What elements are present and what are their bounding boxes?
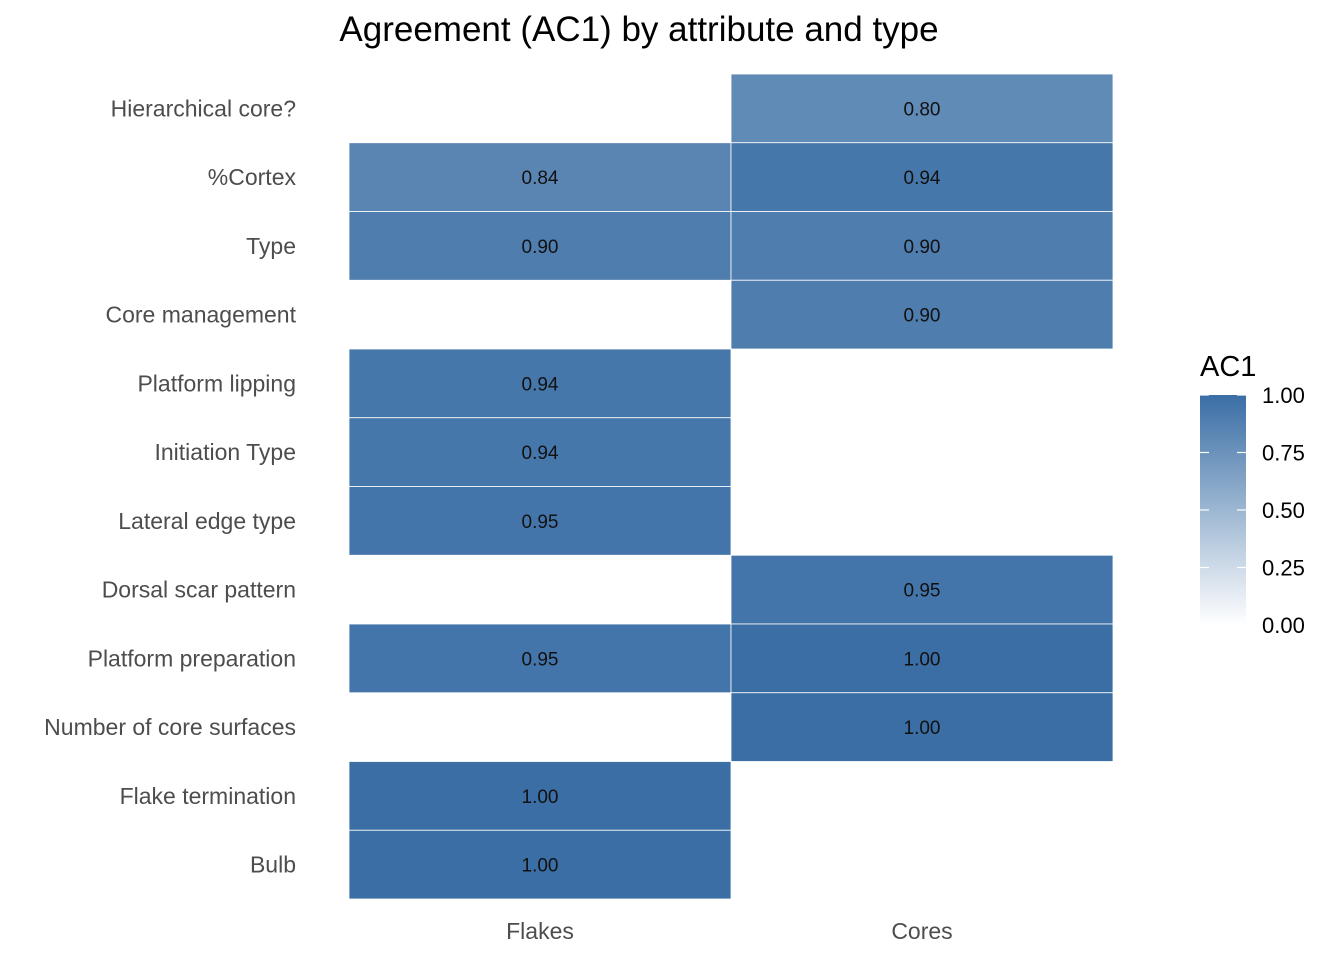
row-label: Flake termination	[120, 783, 296, 809]
legend: AC1 0.00 0.25 0.50 0.75 1.00	[1200, 351, 1305, 638]
row-label: Bulb	[250, 852, 296, 878]
row-label: Initiation Type	[154, 439, 296, 465]
cell-value-label: 0.94	[522, 374, 559, 395]
cell-value-label: 0.94	[522, 443, 559, 464]
heatmap-cell	[730, 623, 1114, 694]
heatmap-cell	[348, 486, 732, 556]
legend-tick-label: 0.75	[1262, 441, 1305, 466]
cell-value-label: 1.00	[522, 856, 559, 877]
heatmap-cell	[348, 417, 732, 487]
heatmap-cell	[730, 279, 1114, 350]
column-labels: Flakes Cores	[506, 918, 953, 944]
cell-value-label: 0.95	[904, 581, 941, 602]
row-label: Dorsal scar pattern	[102, 577, 296, 603]
legend-tick-label: 0.00	[1262, 613, 1305, 638]
heatmap-cell	[348, 623, 732, 694]
heatmap-cell	[348, 348, 732, 419]
cell-value-label: 0.80	[904, 99, 941, 120]
heatmap-cell	[730, 554, 1114, 625]
legend-title: AC1	[1200, 351, 1256, 383]
heatmap-cell	[348, 142, 732, 212]
row-label: Platform lipping	[137, 370, 296, 396]
row-label: Type	[246, 233, 296, 259]
cell-value-label: 0.90	[522, 237, 559, 258]
row-label: Number of core surfaces	[44, 714, 296, 740]
cell-value-label: 1.00	[522, 787, 559, 808]
column-label: Flakes	[506, 918, 574, 944]
cell-value-label: 0.95	[522, 512, 559, 533]
row-label: Platform preparation	[88, 645, 296, 671]
legend-tick-label: 0.50	[1262, 498, 1305, 523]
row-label: Core management	[106, 302, 297, 328]
row-label: %Cortex	[208, 164, 297, 190]
chart-title: Agreement (AC1) by attribute and type	[339, 10, 939, 49]
cell-value-label: 0.84	[522, 168, 559, 189]
heatmap-cell	[730, 73, 1114, 144]
cell-value-label: 1.00	[904, 649, 941, 670]
cell-value-label: 0.90	[904, 237, 941, 258]
heatmap-cell	[730, 692, 1114, 762]
column-label: Cores	[891, 918, 952, 944]
row-labels: Hierarchical core? %Cortex Type Core manage…	[44, 95, 296, 877]
legend-tick-label: 0.25	[1262, 556, 1305, 581]
row-label: Hierarchical core?	[111, 95, 296, 121]
heatmap-cell	[348, 829, 732, 900]
legend-tick-label: 1.00	[1262, 383, 1305, 408]
heatmap-cell	[730, 142, 1114, 212]
heatmap-cell	[348, 761, 732, 831]
cell-value-label: 0.95	[522, 649, 559, 670]
heatmap-cells: 0.80 0.84 0.94 0.90 0.90 0.90 0.94 0.94 0.95 0.95…	[348, 73, 1114, 900]
row-label: Lateral edge type	[118, 508, 296, 534]
cell-value-label: 1.00	[904, 718, 941, 739]
cell-value-label: 0.90	[904, 306, 941, 327]
heatmap-cell	[348, 211, 732, 281]
cell-value-label: 0.94	[904, 168, 941, 189]
